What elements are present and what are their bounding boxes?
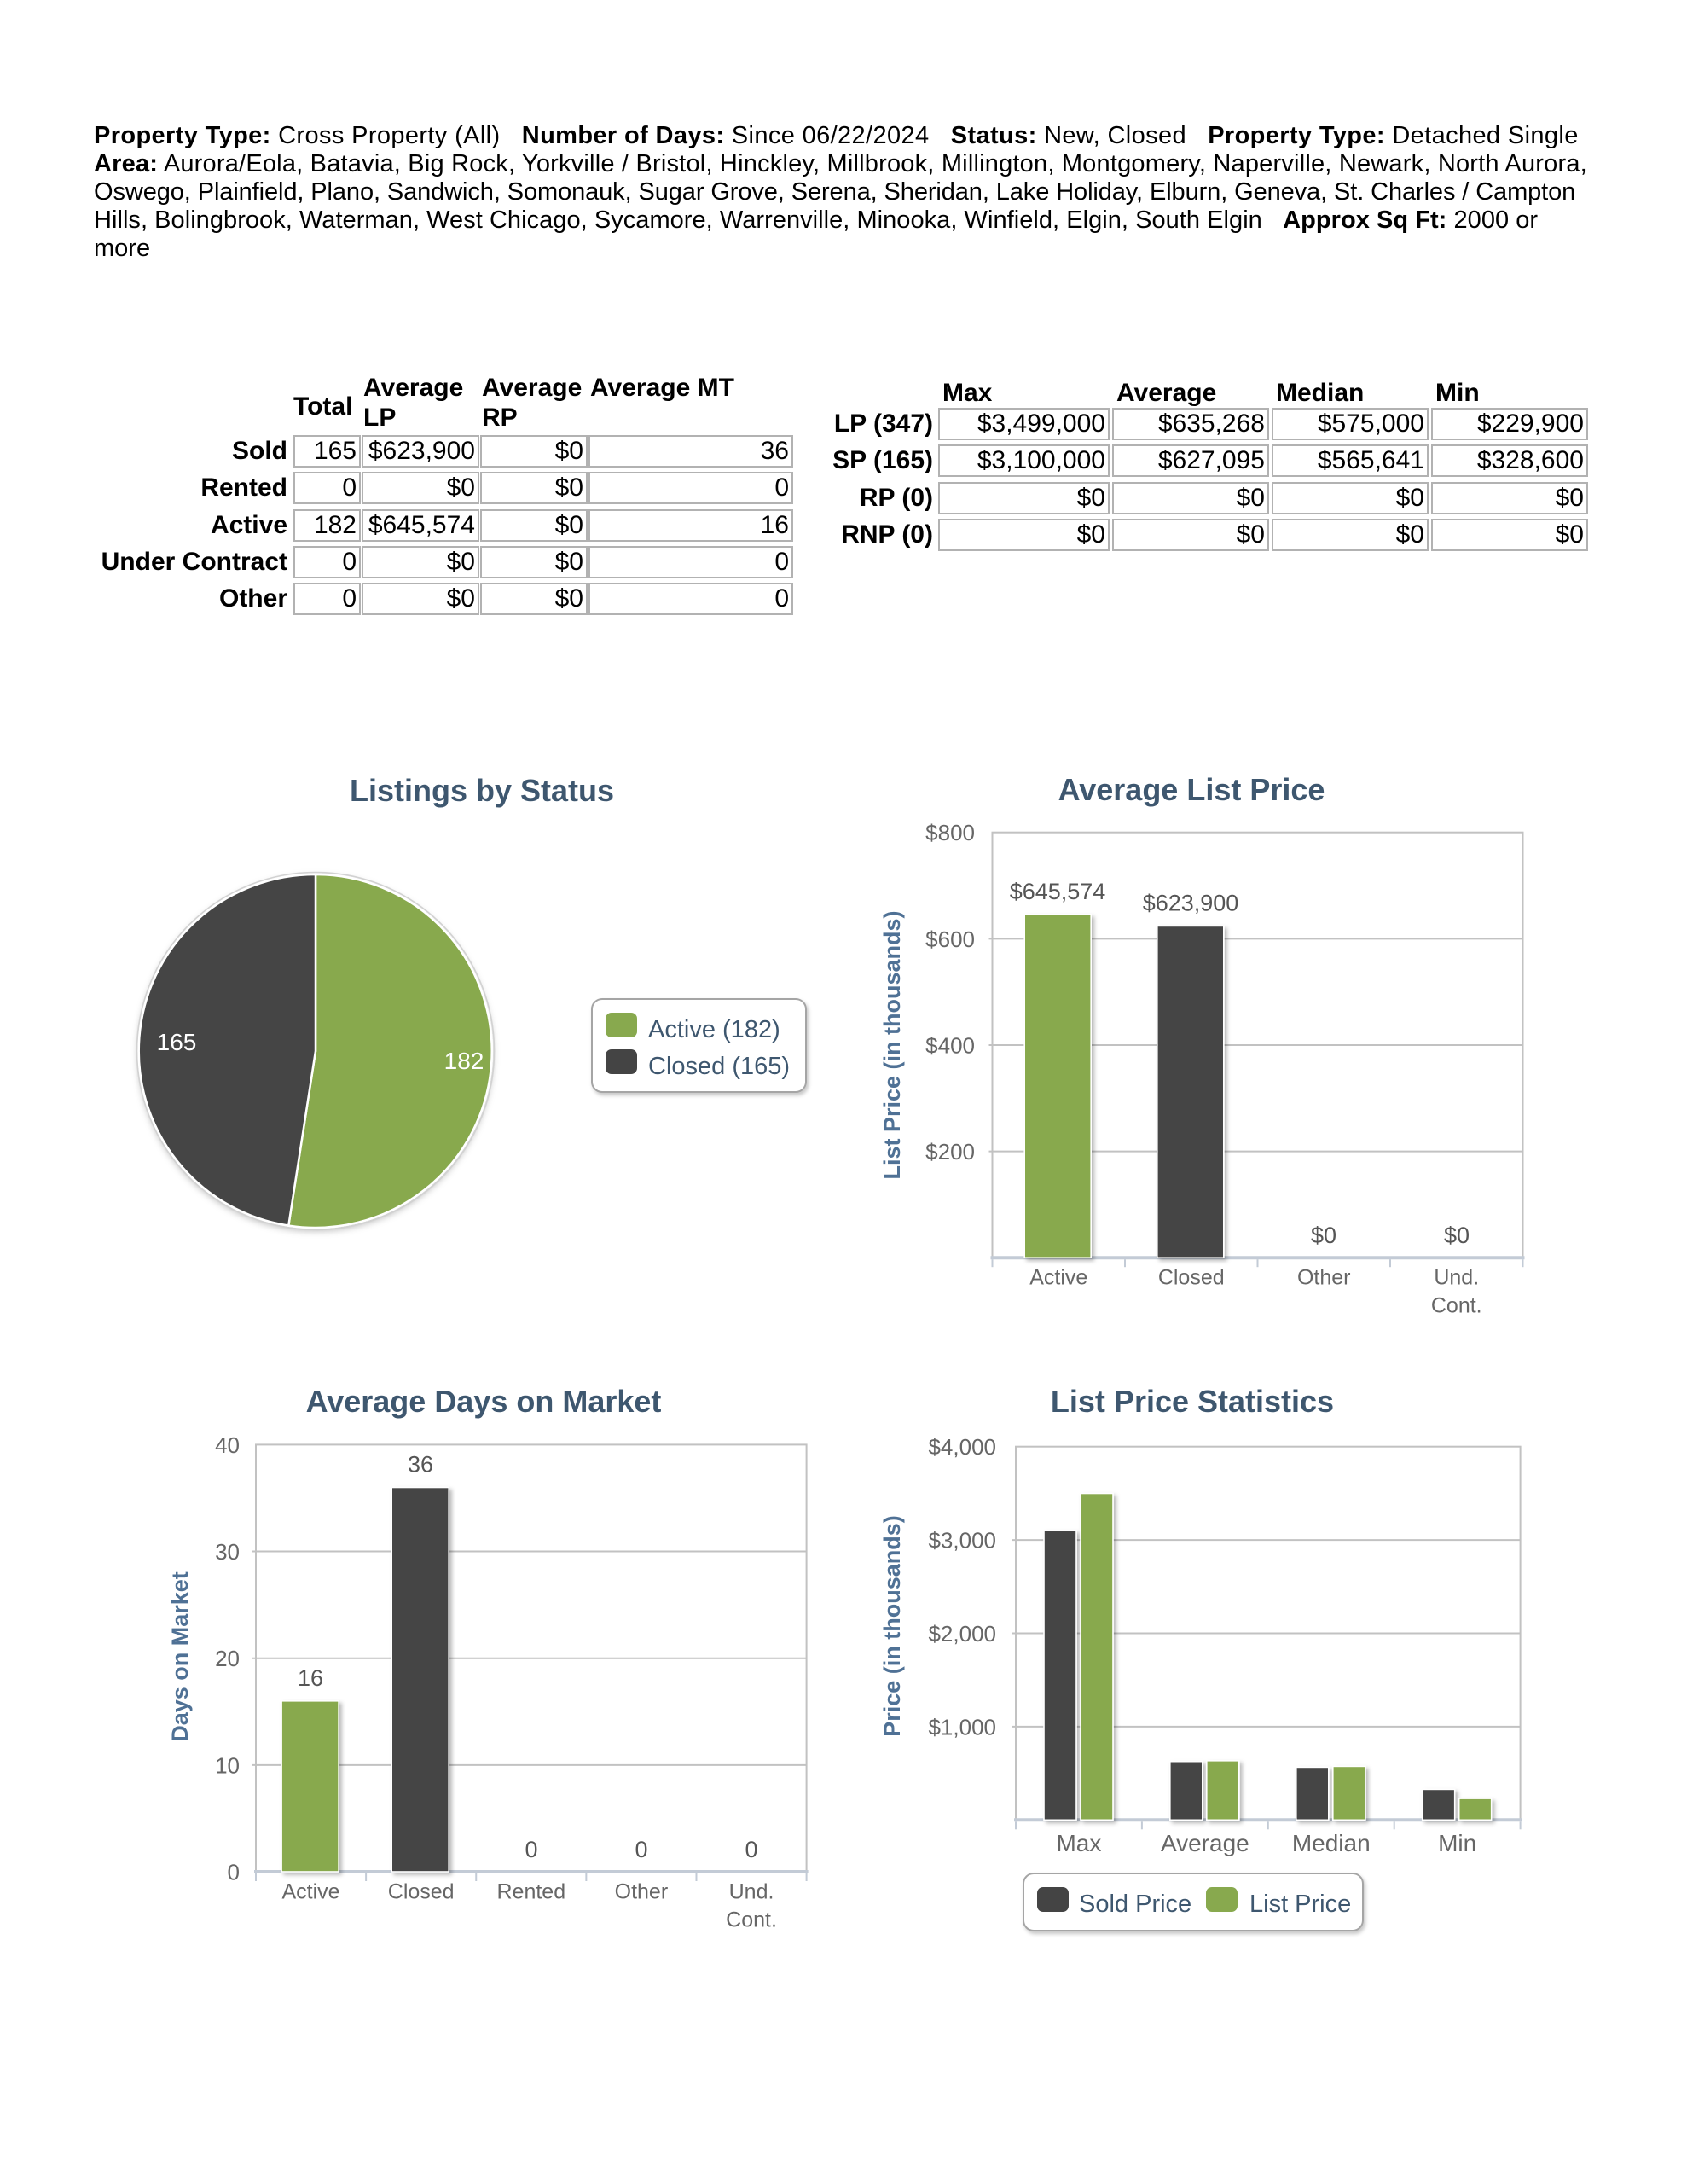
svg-text:$0: $0 [1311,1223,1336,1248]
svg-text:20: 20 [215,1646,240,1671]
svg-text:Other: Other [615,1879,669,1903]
svg-text:Active: Active [282,1879,340,1903]
svg-text:Average: Average [1161,1830,1249,1856]
svg-text:0: 0 [635,1837,647,1862]
svg-text:$200: $200 [925,1139,975,1165]
svg-text:$2,000: $2,000 [928,1621,996,1647]
svg-text:Und.: Und. [1434,1266,1479,1290]
svg-text:182: 182 [444,1048,484,1074]
svg-text:30: 30 [215,1539,240,1565]
svg-text:0: 0 [745,1837,757,1862]
svg-text:Closed (165): Closed (165) [648,1053,790,1080]
svg-text:List Price (in thousands): List Price (in thousands) [879,910,905,1179]
svg-text:Closed: Closed [388,1879,455,1903]
svg-text:Average Days on Market: Average Days on Market [306,1384,662,1419]
svg-text:$645,574: $645,574 [1010,879,1106,904]
svg-text:$1,000: $1,000 [928,1714,996,1740]
svg-text:Active: Active [1029,1266,1087,1290]
svg-text:10: 10 [215,1752,240,1778]
svg-text:Average List Price: Average List Price [1058,772,1325,807]
svg-text:Closed: Closed [1158,1266,1225,1290]
svg-text:0: 0 [525,1837,537,1862]
svg-text:Cont.: Cont. [726,1908,777,1931]
svg-text:Min: Min [1438,1830,1476,1856]
svg-text:List Price: List Price [1249,1891,1351,1918]
svg-text:Price (in thousands): Price (in thousands) [879,1515,905,1737]
svg-text:$623,900: $623,900 [1143,890,1239,915]
svg-text:List Price Statistics: List Price Statistics [1051,1384,1334,1419]
svg-text:Max: Max [1056,1830,1101,1856]
svg-text:$800: $800 [925,820,975,845]
svg-text:16: 16 [298,1665,323,1691]
svg-text:Und.: Und. [729,1879,774,1903]
svg-text:36: 36 [408,1452,433,1478]
svg-text:$600: $600 [925,926,975,952]
svg-text:$0: $0 [1444,1223,1470,1248]
svg-text:Active (182): Active (182) [648,1016,780,1043]
svg-text:165: 165 [157,1029,197,1055]
svg-text:$4,000: $4,000 [928,1434,996,1460]
svg-text:$400: $400 [925,1032,975,1058]
svg-text:Median: Median [1292,1830,1371,1856]
svg-text:Rented: Rented [496,1879,565,1903]
svg-text:0: 0 [228,1860,240,1885]
svg-text:$3,000: $3,000 [928,1528,996,1554]
svg-text:Sold Price: Sold Price [1079,1891,1191,1918]
svg-text:40: 40 [215,1432,240,1458]
svg-text:Other: Other [1297,1266,1351,1290]
svg-text:Cont.: Cont. [1431,1294,1482,1318]
svg-text:Listings by Status: Listings by Status [350,773,614,808]
svg-text:Days on Market: Days on Market [167,1571,193,1742]
